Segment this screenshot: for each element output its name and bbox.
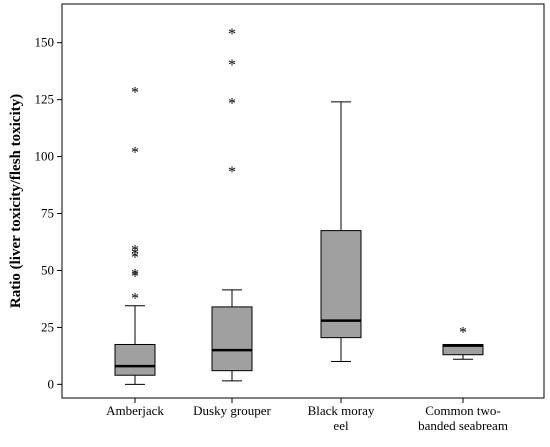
outlier-marker: * [131,243,139,260]
outlier-marker: * [131,145,139,162]
x-category-label: Black moray [308,403,375,418]
outlier-marker: * [228,26,236,43]
box-group: * * * * [211,26,253,382]
outlier-marker: * [131,266,139,283]
outlier-marker: * [131,290,139,307]
y-tick-label: 0 [48,376,55,391]
y-tick-label: 75 [41,206,54,221]
y-tick-label: 150 [35,35,55,50]
outlier-marker: * [131,249,139,266]
outlier-marker: * [228,96,236,113]
outlier-marker: * [228,57,236,74]
y-tick-label: 125 [35,92,55,107]
x-category-label: banded seabream [418,418,508,433]
box-group: ******** [114,84,156,385]
outlier-marker: * [131,269,139,286]
box-iqr [114,343,156,376]
y-tick-label: 100 [35,149,55,164]
x-category-label: Common two- [425,403,500,418]
outlier-marker: * [131,246,139,263]
x-category-label: Amberjack [106,403,164,418]
outlier-marker: * [228,164,236,181]
box-iqr [211,306,253,372]
x-category-label: Dusky grouper [193,403,271,418]
boxes: ************* [114,26,484,385]
y-tick-label: 50 [41,262,54,277]
outlier-marker: * [459,325,467,342]
plot-frame [61,3,545,399]
y-axis: 0 25 50 75 100 125 150 [35,35,62,391]
box-group: * [442,325,484,360]
y-tick-label: 25 [41,319,54,334]
outlier-marker: * [131,84,139,101]
box-group [320,101,362,363]
y-axis-title: Ratio (liver toxicity/flesh toxicity) [8,94,24,308]
x-category-label: eel [333,418,349,433]
